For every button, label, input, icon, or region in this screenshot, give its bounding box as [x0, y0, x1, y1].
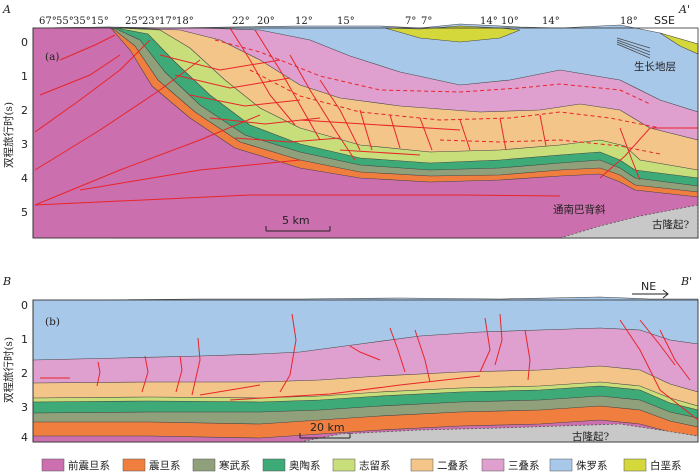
y-tick-label: 0	[21, 299, 28, 312]
faults-a	[34, 27, 698, 206]
dashed-horizon-a2	[249, 69, 661, 129]
dip-label: 23°	[142, 16, 160, 27]
legend: 前震旦系 震旦系 寒武系 奥陶系 志留系 二叠系 三叠系 侏罗系 白垩系	[41, 458, 682, 472]
dip-label: 10°	[501, 16, 519, 27]
y-tick-label: 4	[21, 431, 28, 444]
dip-label: 18°	[176, 16, 194, 27]
dip-label: 18°	[620, 16, 638, 27]
scale-bar-a-label: 5 km	[282, 214, 310, 227]
paleo-uplift-label-a: 古隆起?	[652, 218, 689, 231]
legend-label: 侏罗系	[576, 460, 608, 472]
panel-a	[32, 23, 699, 239]
panel-b-direction: NE	[641, 280, 656, 293]
dip-label: 15°	[91, 16, 109, 27]
dip-label: 20°	[257, 16, 275, 27]
dip-label: 67°	[39, 16, 57, 27]
dashed-horizon-a1	[214, 39, 651, 105]
panel-a-left-label: A	[2, 3, 11, 16]
legend-label: 三叠系	[508, 460, 540, 472]
dip-label: 35°	[73, 16, 91, 27]
panel-a-y-axis-title: 双程旅行时(s)	[2, 102, 15, 168]
panel-a-y-axis: 0 1 2 3 4 5	[21, 28, 34, 238]
y-tick-label: 1	[21, 333, 28, 346]
dip-label: 7°	[405, 16, 416, 27]
dip-label: 15°	[337, 16, 355, 27]
paleo-uplift-a	[559, 204, 699, 239]
panel-b-right-label: B'	[680, 275, 692, 288]
dip-label: 17°	[159, 16, 177, 27]
y-tick-label: 4	[21, 172, 28, 185]
growth-strata-lines	[616, 37, 651, 59]
growth-strata-label: 生长地层	[634, 60, 676, 73]
legend-label: 寒武系	[219, 459, 251, 472]
y-tick-label: 5	[21, 206, 28, 219]
faults-b	[40, 313, 699, 421]
scale-bar-b-label: 20 km	[310, 421, 345, 434]
legend-swatch-pre-sinian	[41, 458, 65, 472]
dip-label: 14°	[542, 16, 560, 27]
legend-label: 前震旦系	[68, 459, 110, 472]
dip-label: 12°	[295, 16, 313, 27]
y-tick-label: 2	[21, 104, 28, 117]
legend-swatch-permian	[410, 458, 434, 472]
legend-swatch-sinian	[122, 458, 146, 472]
panel-a-tag: (a)	[45, 51, 59, 63]
panel-b	[32, 296, 699, 443]
legend-label: 震旦系	[149, 460, 181, 472]
panel-a-dip-labels: 67° 55° 35° 15° 25° 23° 17° 18° 22° 20° …	[39, 16, 638, 27]
y-tick-label: 3	[21, 138, 28, 151]
dip-label: 22°	[232, 16, 250, 27]
dashed-horizon-a3	[439, 139, 661, 155]
paleo-uplift-label-b: 古隆起?	[572, 430, 609, 443]
legend-swatch-cretaceous	[623, 458, 647, 472]
scale-bar-b: 20 km	[299, 421, 351, 439]
legend-label: 志留系	[359, 459, 391, 472]
direction-arrowhead-b	[662, 289, 669, 299]
legend-label: 白垩系	[650, 459, 682, 472]
legend-label: 奥陶系	[289, 459, 321, 472]
scale-bar-a: 5 km	[265, 214, 331, 232]
panel-b-y-axis: 0 1 2 3 4	[21, 299, 34, 444]
legend-swatch-cambrian	[192, 458, 216, 472]
legend-swatch-triassic	[481, 458, 505, 472]
panel-a-direction: SSE	[654, 14, 675, 27]
legend-swatch-jurassic	[549, 458, 573, 472]
dip-label: 14°	[480, 16, 498, 27]
y-tick-label: 2	[21, 367, 28, 380]
paleo-uplift-b	[299, 423, 699, 443]
y-tick-label: 3	[21, 401, 28, 414]
panel-b-tag: (b)	[45, 316, 60, 328]
legend-label: 二叠系	[437, 460, 469, 472]
legend-swatch-silurian	[332, 458, 356, 472]
panel-b-left-label: B	[2, 275, 11, 288]
dip-label: 25°	[125, 16, 143, 27]
legend-swatch-ordovician	[262, 458, 286, 472]
panel-a-right-label: A'	[678, 3, 690, 16]
y-tick-label: 0	[21, 36, 28, 49]
anticline-label: 通南巴背斜	[553, 203, 606, 216]
y-tick-label: 1	[21, 70, 28, 83]
dip-label: 55°	[56, 16, 74, 27]
panel-b-y-axis-title: 双程旅行时(s)	[2, 337, 15, 403]
dip-label: 7°	[421, 16, 432, 27]
